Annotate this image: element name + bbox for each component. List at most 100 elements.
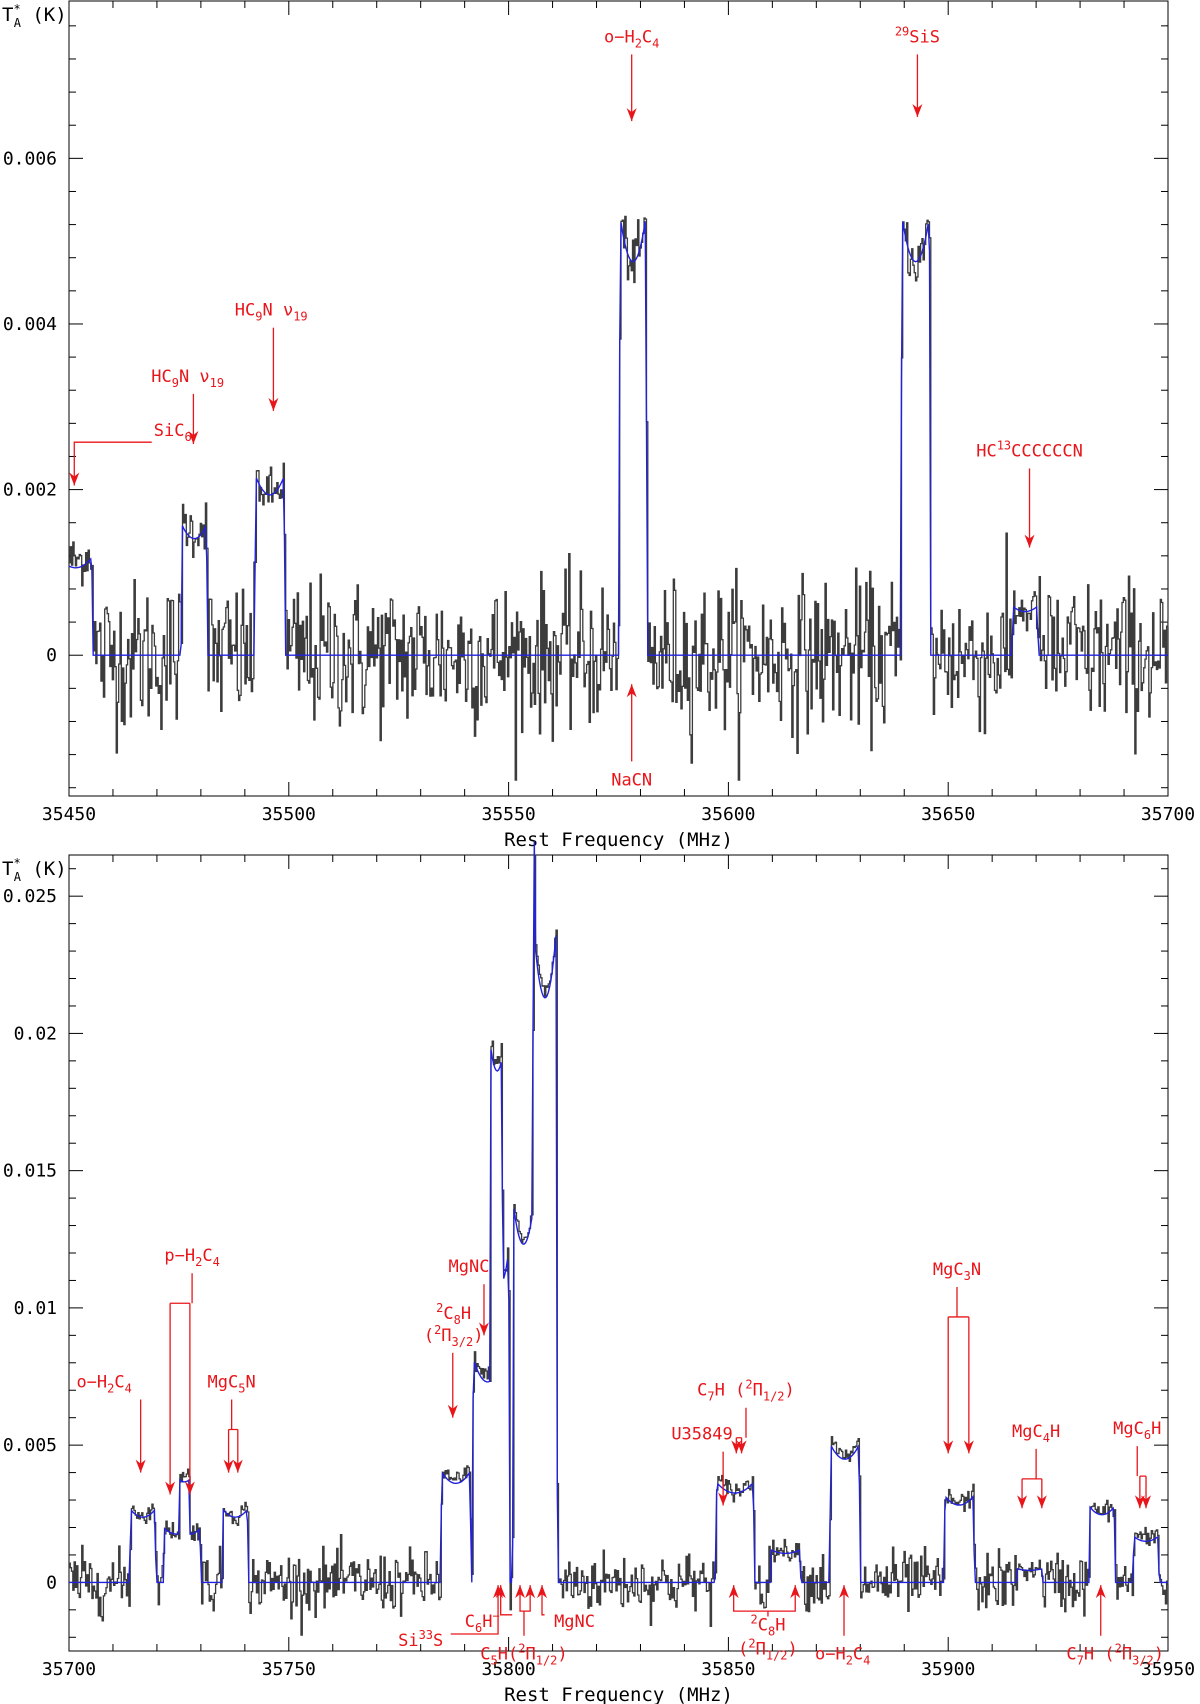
annotation-arrowhead	[626, 684, 637, 698]
annotation-label: HC9N ν19	[235, 301, 308, 324]
annotation-arrowhead	[447, 1404, 458, 1418]
x-tick-label: 35600	[701, 804, 755, 825]
y-tick-label: 0.01	[14, 1298, 57, 1319]
line-annotation: o−H2C4	[76, 1372, 146, 1473]
observed-spectrum-line	[69, 854, 1169, 1636]
annotation-label: MgNC	[449, 1257, 490, 1277]
line-annotation: C7H (2Π3/2)	[1066, 1585, 1164, 1668]
line-annotation: o−H2C4	[815, 1585, 870, 1668]
annotation-arrowhead	[912, 103, 923, 117]
annotation-label: U35849	[671, 1425, 732, 1445]
x-tick-label: 35500	[262, 804, 316, 825]
annotation-label: C7H (2Π3/2)	[1066, 1642, 1164, 1668]
line-annotation: 2C8H(2Π1/2)	[728, 1585, 801, 1663]
line-annotation: MgC6H	[1113, 1419, 1161, 1509]
x-axis-title: Rest Frequency (MHz)	[504, 829, 733, 851]
x-tick-label: 35650	[921, 804, 975, 825]
x-tick-label: 35950	[1141, 1659, 1195, 1680]
annotation-arrowhead	[943, 1440, 954, 1454]
line-annotation: 29SiS	[895, 24, 940, 117]
annotation-arrowhead	[1017, 1495, 1028, 1509]
y-tick-label: 0.015	[3, 1161, 57, 1182]
y-tick-label: 0.004	[3, 314, 57, 335]
y-tick-label: 0.005	[3, 1435, 57, 1456]
annotation-label: SiC6	[154, 421, 192, 444]
y-tick-label: 0	[46, 645, 57, 666]
annotation-arrowhead	[790, 1585, 801, 1599]
model-spectrum-line	[68, 221, 1168, 656]
annotation-arrowhead	[525, 1585, 536, 1599]
annotation-label: o−H2C4	[815, 1645, 870, 1668]
annotation-arrowhead	[963, 1440, 974, 1454]
y-axis-title: T* A (K)	[2, 856, 67, 884]
annotation-label: 29SiS	[895, 24, 940, 47]
x-tick-label: 35850	[701, 1659, 755, 1680]
annotation-label: p−H2C4	[164, 1246, 219, 1269]
line-annotation: C7H (2Π1/2)	[697, 1378, 795, 1454]
x-tick-label: 35450	[42, 804, 96, 825]
y-tick-label: 0.02	[14, 1023, 57, 1044]
annotation-label: o−H2C4	[76, 1372, 131, 1395]
y-axis-title: T* A (K)	[2, 2, 67, 30]
annotation-label: C7H (2Π1/2)	[697, 1378, 795, 1404]
annotation-arrowhead	[1095, 1585, 1106, 1599]
annotation-label-line2: (2Π3/2)	[424, 1323, 484, 1349]
x-axis-title: Rest Frequency (MHz)	[504, 1684, 733, 1704]
annotation-label: MgNC	[554, 1612, 595, 1632]
annotation-arrowhead	[626, 108, 637, 122]
plot-frame	[68, 854, 1169, 1652]
line-annotation: MgNC	[449, 1257, 490, 1336]
annotation-label: HC13CCCCCCN	[976, 438, 1083, 461]
annotation-arrowhead	[495, 1585, 506, 1599]
annotation-arrowhead	[478, 1322, 489, 1336]
annotation-arrowhead	[184, 1481, 195, 1495]
line-annotation: MgC4H	[1012, 1422, 1060, 1509]
line-annotation: HC13CCCCCCN	[976, 438, 1083, 548]
y-tick-label: 0.006	[3, 148, 57, 169]
annotation-arrowhead	[1141, 1495, 1152, 1509]
line-annotation: C6H−	[465, 1585, 513, 1635]
x-tick-label: 35700	[42, 1659, 96, 1680]
line-annotation: MgC3N	[933, 1260, 981, 1454]
annotation-label: MgC4H	[1012, 1422, 1060, 1445]
annotation-arrowhead	[268, 397, 279, 411]
annotation-arrowhead	[718, 1492, 729, 1506]
line-annotation: p−H2C4	[164, 1246, 220, 1495]
plot-frame	[68, 0, 1169, 797]
x-tick-label: 35550	[482, 804, 536, 825]
line-annotation: HC9N ν19	[235, 301, 308, 411]
line-annotation: o−H2C4	[604, 27, 659, 122]
annotation-label: NaCN	[611, 770, 652, 790]
line-annotation: 2C8H(2Π3/2)	[424, 1301, 484, 1418]
annotation-arrowhead	[232, 1459, 243, 1473]
annotation-arrowhead	[135, 1459, 146, 1473]
line-annotation: SiC6	[69, 421, 192, 486]
annotation-label: Si33S	[398, 1628, 443, 1651]
annotation-label: MgC6H	[1113, 1419, 1161, 1442]
x-tick-label: 35800	[482, 1659, 536, 1680]
line-annotation: NaCN	[611, 684, 652, 790]
x-tick-label: 35750	[262, 1659, 316, 1680]
annotation-arrowhead	[537, 1585, 548, 1599]
y-tick-label: 0.025	[3, 886, 57, 907]
annotation-arrowhead	[223, 1459, 234, 1473]
annotation-label: C6H−	[465, 1609, 500, 1635]
annotation-arrowhead	[188, 431, 199, 445]
annotation-arrowhead	[515, 1585, 526, 1599]
x-tick-label: 35700	[1141, 804, 1195, 825]
top-spectrum-panel: 35450 35500 35550 35600 35650 35700 0 0.002 0.00…	[2, 0, 1195, 851]
line-annotation: U35849	[671, 1425, 733, 1506]
annotation-label: 2C8H	[436, 1301, 471, 1327]
x-tick-label: 35900	[921, 1659, 975, 1680]
line-annotation: C5H(2Π1/2)	[480, 1585, 568, 1668]
line-annotation: MgNC	[537, 1585, 595, 1632]
model-spectrum-line	[69, 841, 1168, 1584]
annotation-arrowhead	[165, 1481, 176, 1495]
annotation-arrowhead	[728, 1585, 739, 1599]
annotation-arrowhead	[1024, 534, 1035, 548]
annotation-label-line2: (2Π1/2)	[738, 1637, 798, 1663]
annotation-label: 2C8H	[750, 1613, 785, 1639]
annotation-label: MgC5N	[208, 1372, 256, 1395]
annotation-label: MgC3N	[933, 1260, 981, 1283]
